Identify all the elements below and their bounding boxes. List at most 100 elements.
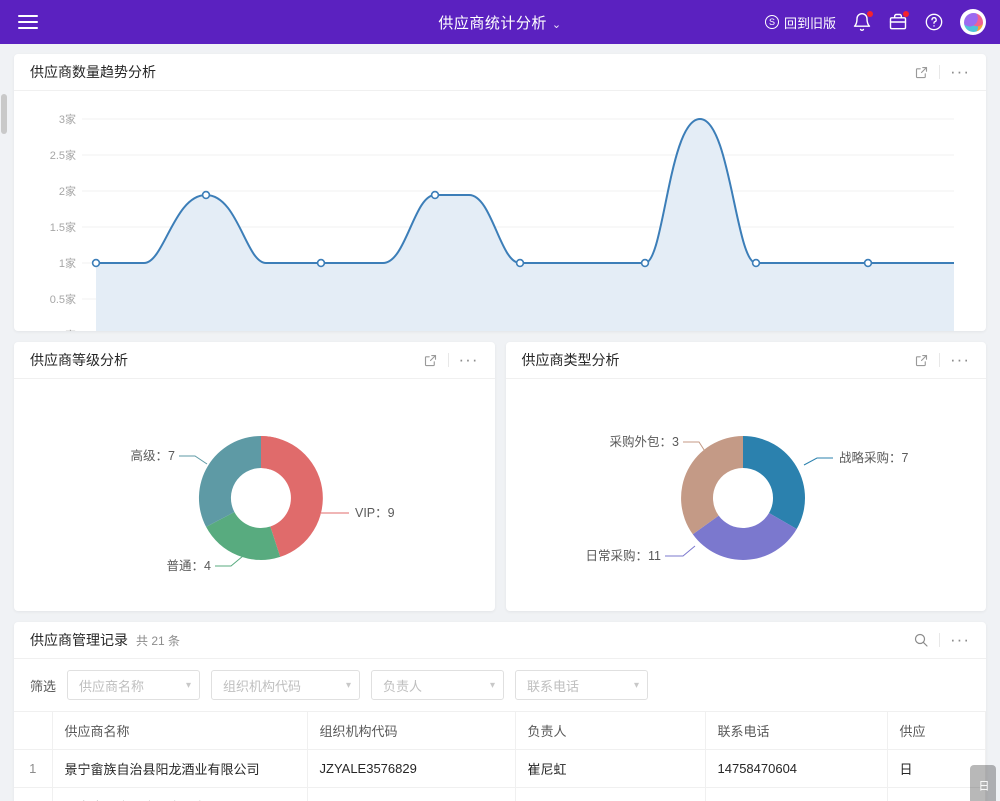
dashboard-scroll-area: 供应商数量趋势分析 ··· bbox=[0, 54, 1000, 801]
back-to-old-version-button[interactable]: S 回到旧版 bbox=[764, 13, 836, 32]
th-org-code[interactable]: 组织机构代码 bbox=[307, 712, 516, 750]
supplier-type-card-header: 供应商类型分析 ··· bbox=[505, 342, 986, 379]
type-donut-svg: 战略采购：7 日常采购：11 采购外包：3 bbox=[585, 434, 909, 563]
supplier-records-header: 供应商管理记录 共 21 条 ··· bbox=[14, 622, 986, 659]
supplier-records-table: 供应商名称 组织机构代码 负责人 联系电话 供应 1 景宁畲族自治县阳龙酒业有限… bbox=[14, 712, 986, 801]
expand-icon[interactable] bbox=[413, 353, 448, 368]
more-dots-icon[interactable]: ··· bbox=[950, 630, 970, 649]
supplier-type-chart: 战略采购：7 日常采购：11 采购外包：3 bbox=[506, 379, 987, 611]
th-phone[interactable]: 联系电话 bbox=[705, 712, 888, 750]
supplier-grade-card-header: 供应商等级分析 ··· bbox=[14, 342, 495, 379]
more-dots-icon[interactable]: ··· bbox=[950, 350, 970, 369]
th-supplier-name[interactable]: 供应商名称 bbox=[52, 712, 308, 750]
row-supplier-name: 景宁畲川农顺农业发展有限公司 bbox=[52, 787, 308, 801]
chevron-down-icon: ▾ bbox=[633, 679, 640, 691]
supplier-grade-card: 供应商等级分析 ··· bbox=[14, 342, 495, 611]
donut-cards-row: 供应商等级分析 ··· bbox=[14, 342, 986, 611]
supplier-trend-chart: 3家 2.5家 2家 1.5家 1家 0.5家 0家 bbox=[14, 91, 986, 354]
action-divider bbox=[939, 65, 941, 79]
slice-waibao[interactable] bbox=[680, 436, 743, 535]
search-icon[interactable] bbox=[903, 632, 939, 648]
row-org-code: JZYALE3576829 bbox=[307, 787, 516, 801]
supplier-type-actions: ··· bbox=[904, 350, 972, 369]
back-to-old-version-label: 回到旧版 bbox=[783, 15, 836, 31]
chevron-down-icon: ▾ bbox=[185, 679, 192, 691]
th-supplier-type[interactable]: 供应 bbox=[887, 712, 986, 750]
supplier-trend-card-header: 供应商数量趋势分析 ··· bbox=[14, 54, 986, 91]
table-header-row: 供应商名称 组织机构代码 负责人 联系电话 供应 bbox=[14, 712, 986, 750]
avatar[interactable] bbox=[960, 9, 986, 35]
supplier-grade-title: 供应商等级分析 bbox=[30, 352, 128, 368]
supplier-trend-card: 供应商数量趋势分析 ··· bbox=[14, 54, 986, 354]
slice-zhanlue[interactable] bbox=[742, 436, 805, 529]
type-label-richang: 日常采购：11 bbox=[585, 548, 661, 563]
table-row[interactable]: 1 景宁畲族自治县阳龙酒业有限公司 JZYALE3576829 崔尼虹 1475… bbox=[14, 749, 986, 788]
filter-org-code[interactable]: 组织机构代码 ▾ bbox=[211, 670, 361, 700]
filter-supplier-name[interactable]: 供应商名称 ▾ bbox=[67, 670, 201, 700]
more-dots-icon[interactable]: ··· bbox=[950, 62, 970, 81]
filter-org-code-text: 组织机构代码 bbox=[223, 678, 302, 694]
filter-owner-text: 负责人 bbox=[383, 678, 423, 694]
filter-phone[interactable]: 联系电话 ▾ bbox=[515, 670, 649, 700]
row-supplier-name: 景宁畲族自治县阳龙酒业有限公司 bbox=[52, 749, 308, 788]
svg-text:2家: 2家 bbox=[59, 184, 76, 198]
row-phone: 14758470604 bbox=[705, 787, 888, 801]
slice-gaoji[interactable] bbox=[199, 436, 262, 527]
supplier-filters: 筛选 供应商名称 ▾ 组织机构代码 ▾ 负责人 ▾ 联系电话 ▾ bbox=[14, 659, 986, 712]
filter-owner[interactable]: 负责人 ▾ bbox=[371, 670, 505, 700]
svg-text:1.5家: 1.5家 bbox=[50, 220, 76, 234]
supplier-grade-actions: ··· bbox=[413, 350, 481, 369]
svg-text:3家: 3家 bbox=[59, 112, 76, 126]
svg-text:0.5家: 0.5家 bbox=[50, 292, 76, 306]
supplier-grade-chart: VIP：9 高级：7 普通：4 bbox=[14, 379, 495, 611]
page-title-text: 供应商统计分析 bbox=[438, 14, 547, 32]
hamburger-icon[interactable] bbox=[18, 11, 38, 33]
inbox-icon[interactable] bbox=[888, 11, 909, 32]
trend-point-markers bbox=[91, 190, 873, 268]
chevron-down-icon: ▾ bbox=[345, 679, 352, 691]
row-owner: 崔尼虹 bbox=[515, 749, 706, 788]
grade-label-vip: VIP：9 bbox=[355, 506, 395, 520]
row-org-code: JZYALE3576829 bbox=[307, 749, 516, 788]
inbox-badge-dot bbox=[903, 11, 909, 17]
th-owner[interactable]: 负责人 bbox=[515, 712, 706, 750]
action-divider bbox=[939, 353, 941, 367]
grade-donut-svg: VIP：9 高级：7 普通：4 bbox=[131, 436, 395, 573]
grade-label-putong: 普通：4 bbox=[167, 559, 212, 573]
bell-icon[interactable] bbox=[852, 11, 873, 32]
floating-tag-button[interactable]: 日 bbox=[970, 765, 996, 801]
action-divider bbox=[447, 353, 449, 367]
slice-vip[interactable] bbox=[261, 436, 324, 557]
type-label-zhanlue: 战略采购：7 bbox=[839, 450, 909, 465]
app-header: 供应商统计分析 ⌄ S 回到旧版 bbox=[0, 0, 1000, 44]
slice-richang[interactable] bbox=[692, 513, 797, 560]
svg-text:1家: 1家 bbox=[59, 256, 76, 270]
filter-phone-text: 联系电话 bbox=[527, 678, 580, 694]
type-label-waibao: 采购外包：3 bbox=[609, 434, 679, 449]
action-divider bbox=[939, 633, 941, 647]
page-scrollbar-thumb[interactable] bbox=[1, 94, 7, 134]
expand-icon[interactable] bbox=[904, 65, 939, 80]
slice-putong[interactable] bbox=[206, 512, 281, 560]
expand-icon[interactable] bbox=[904, 353, 939, 368]
chevron-down-icon[interactable]: ⌄ bbox=[551, 18, 562, 31]
filter-label: 筛选 bbox=[30, 678, 57, 694]
help-circle-icon[interactable] bbox=[924, 12, 944, 32]
supplier-records-card: 供应商管理记录 共 21 条 ··· 筛选 供应商名称 ▾ 组织机构代码 ▾ bbox=[14, 622, 986, 801]
row-index: 1 bbox=[14, 749, 53, 788]
more-dots-icon[interactable]: ··· bbox=[458, 350, 479, 369]
row-index: 2 bbox=[14, 787, 53, 801]
header-actions: S 回到旧版 bbox=[764, 9, 986, 35]
trend-area bbox=[96, 119, 954, 335]
row-supplier-type: 日 bbox=[887, 749, 986, 788]
svg-text:2.5家: 2.5家 bbox=[50, 148, 76, 162]
supplier-records-count: 共 21 条 bbox=[136, 633, 181, 648]
currency-circle-icon: S bbox=[764, 15, 779, 29]
supplier-records-title: 供应商管理记录 bbox=[30, 632, 128, 648]
table-row[interactable]: 2 景宁畲川农顺农业发展有限公司 JZYALE3576829 邱雪 147584… bbox=[14, 787, 986, 801]
avatar-image bbox=[963, 12, 983, 32]
svg-text:0家: 0家 bbox=[59, 328, 76, 331]
supplier-trend-actions: ··· bbox=[904, 62, 972, 81]
bell-badge-dot bbox=[867, 11, 873, 17]
row-phone: 14758470604 bbox=[705, 749, 888, 788]
